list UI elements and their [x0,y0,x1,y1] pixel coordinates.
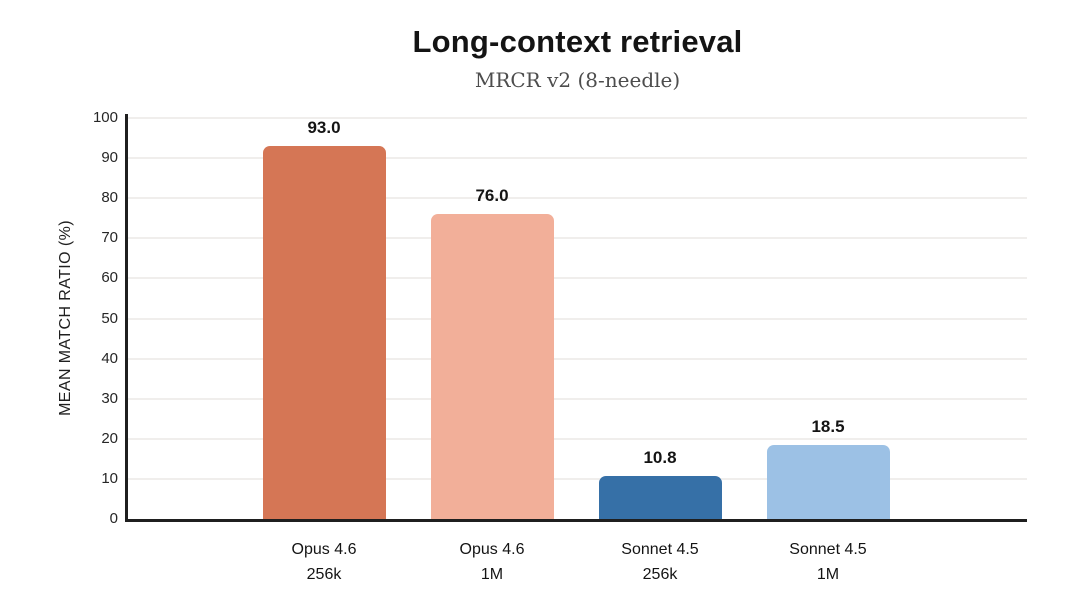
chart-title: Long-context retrieval [412,24,743,59]
bar-value-label: 10.8 [643,447,677,467]
x-tick-label: Sonnet 4.5 [621,541,699,558]
gridline [128,157,1027,160]
y-axis-line [125,114,128,519]
x-tick-label: Sonnet 4.5 [789,541,867,558]
bar-1 [430,214,554,519]
y-tick-label: 40 [101,349,118,367]
x-tick: Sonnet 4.5 1M [743,537,913,587]
bar-2 [598,475,722,519]
bar-0 [262,146,386,519]
y-tick-label: 30 [101,389,118,407]
y-tick-label: 10 [101,469,118,487]
y-tick-label: 0 [109,510,118,527]
x-tick-sublabel: 256k [642,566,678,583]
gridline [128,237,1027,240]
x-tick-label: Opus 4.6 [291,541,357,558]
gridline [128,477,1027,480]
x-tick: Opus 4.6 256k [239,537,409,587]
bar-value-label: 76.0 [475,186,509,206]
gridline [128,317,1027,320]
gridline [128,397,1027,400]
gridline [128,117,1027,119]
plot-area: 0 10 20 30 40 50 60 70 80 90 100 93.0 76.0 10.8 18.5 … [93,109,1027,583]
chart-subtitle: MRCR v2 (8-needle) [474,68,681,92]
bar-3 [766,444,890,519]
gridline [128,197,1027,200]
y-tick-label: 60 [101,269,118,287]
x-tick: Sonnet 4.5 256k [575,537,745,587]
x-tick-sublabel: 256k [306,566,342,583]
bar-value-label: 18.5 [811,416,845,436]
y-tick-label: 70 [101,229,118,247]
y-tick-label: 80 [101,189,118,207]
bar-value-label: 93.0 [307,118,341,138]
x-axis-line [125,519,1027,522]
x-tick-sublabel: 1M [480,566,504,583]
x-tick-sublabel: 1M [816,566,840,583]
y-tick-label: 50 [101,309,118,327]
y-tick-label: 90 [101,149,118,167]
y-tick-label: 20 [101,429,118,447]
gridline [128,277,1027,280]
y-tick-label: 100 [92,109,118,126]
x-tick: Opus 4.6 1M [407,537,577,587]
gridline [128,357,1027,360]
x-tick-label: Opus 4.6 [459,541,525,558]
gridline [128,437,1027,440]
